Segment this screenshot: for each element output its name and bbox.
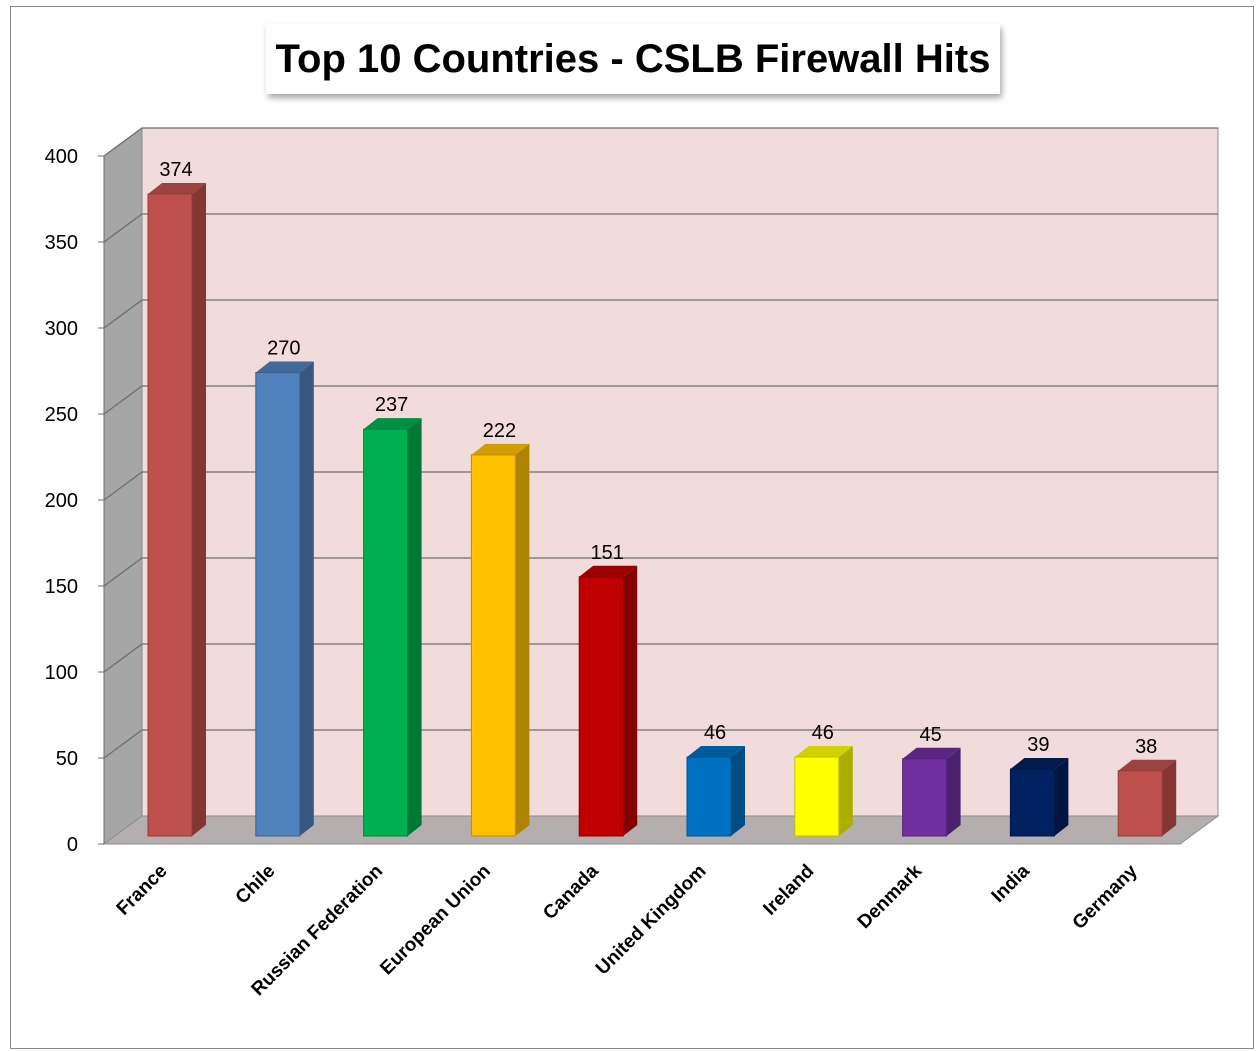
gridline: [103, 127, 1218, 157]
bar-top: [902, 747, 961, 759]
bar-front: [255, 372, 301, 837]
bar-side: [1162, 759, 1177, 836]
bar-canada: [578, 565, 638, 837]
bar-top: [579, 565, 638, 577]
bar-top: [687, 746, 745, 758]
gridline: [103, 299, 1218, 329]
chart-title: Top 10 Countries - CSLB Firewall Hits: [275, 36, 991, 81]
x-tick-label: India: [988, 860, 1035, 907]
bar-front: [902, 758, 948, 837]
y-tick-label: 350: [45, 232, 78, 254]
chart-title-box: Top 10 Countries - CSLB Firewall Hits: [266, 24, 1000, 94]
x-tick-label: Denmark: [854, 860, 927, 933]
x-tick-label: Canada: [539, 860, 603, 924]
bar-top: [1010, 758, 1069, 770]
y-tick-label: 400: [45, 146, 78, 168]
data-label: 222: [483, 420, 516, 442]
bar-france: [147, 183, 206, 837]
bar-side: [299, 361, 314, 836]
bar-side: [192, 183, 206, 836]
y-tick-label: 300: [45, 318, 78, 340]
bar-front: [578, 576, 624, 837]
y-axis: 0 50 100 150 200 250 300 350 400: [45, 146, 105, 856]
x-tick-label: United Kingdom: [592, 861, 711, 980]
y-tick-label: 100: [45, 662, 78, 684]
data-label: 46: [812, 722, 834, 744]
bar-united-kingdom: [686, 746, 745, 837]
bar-side: [946, 747, 961, 836]
bar-russian-federation: [363, 418, 422, 837]
bar-top: [255, 361, 314, 373]
bar-top: [471, 443, 530, 455]
bar-side: [838, 746, 853, 836]
bar-side: [1054, 758, 1069, 836]
data-label: 45: [919, 724, 941, 746]
gridlines: [103, 127, 1218, 759]
bar-front: [470, 454, 516, 837]
bar-denmark: [902, 747, 961, 837]
y-tick-label: 250: [45, 404, 78, 426]
bar-germany: [1117, 759, 1177, 837]
gridline: [103, 557, 1218, 587]
gridline: [103, 729, 1218, 759]
bar-ireland: [794, 746, 853, 837]
bars: [147, 183, 1177, 837]
data-label: 270: [267, 338, 300, 360]
gridline: [103, 213, 1218, 243]
bar-front: [147, 193, 193, 837]
bar-front: [686, 756, 732, 837]
y-tick-label: 150: [45, 576, 78, 598]
bar-european-union: [470, 443, 530, 837]
bar-top: [1118, 759, 1177, 771]
bar-front: [1009, 768, 1055, 837]
bar-side: [731, 746, 745, 836]
data-label: 46: [704, 722, 726, 744]
data-label: 39: [1027, 734, 1049, 756]
bar-top: [148, 183, 206, 194]
x-tick-label: European Union: [376, 861, 495, 980]
y-tick-label: 0: [67, 834, 78, 856]
gridline: [103, 385, 1218, 415]
x-tick-label: Chile: [232, 861, 280, 909]
data-label: 237: [375, 394, 408, 416]
bar-top: [794, 746, 853, 758]
x-tick-label: France: [113, 861, 172, 920]
x-tick-label: Germany: [1069, 860, 1142, 933]
bar-india: [1009, 758, 1069, 837]
gridline: [103, 643, 1218, 673]
data-label: 151: [591, 542, 624, 564]
data-labels: 374 270 237 222 151 46 46 45 39 38: [159, 159, 1157, 758]
bar-front: [1117, 770, 1163, 837]
data-label: 374: [159, 159, 192, 181]
bar-side: [407, 418, 422, 836]
gridline: [103, 471, 1218, 501]
bar-front: [794, 756, 840, 837]
data-label: 38: [1135, 736, 1157, 758]
x-tick-label: Ireland: [759, 861, 818, 920]
bar-front: [363, 428, 409, 837]
bar-side: [515, 443, 530, 836]
bar-chile: [255, 361, 314, 837]
bar-top: [363, 418, 422, 430]
bar-side: [623, 565, 638, 836]
y-tick-label: 200: [45, 490, 78, 512]
y-tick-label: 50: [56, 748, 78, 770]
